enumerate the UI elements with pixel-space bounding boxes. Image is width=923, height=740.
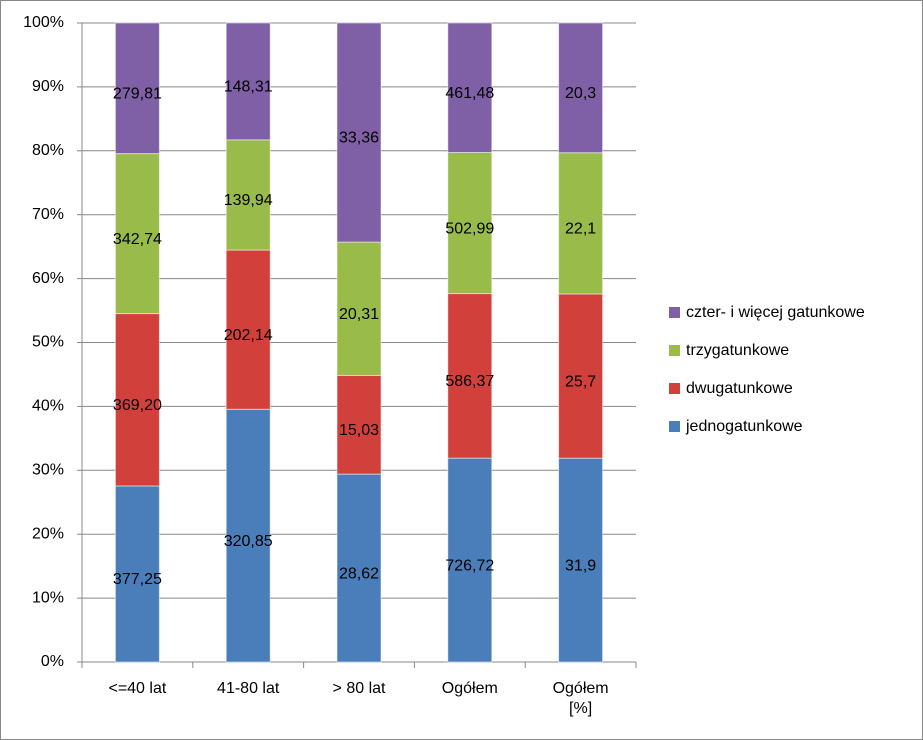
bar-segment bbox=[336, 374, 382, 475]
data-label: 320,85 bbox=[224, 533, 273, 550]
legend-swatch bbox=[669, 345, 680, 356]
bar-segment bbox=[114, 485, 160, 663]
data-label: 31,9 bbox=[565, 557, 596, 574]
y-tick-label: 60% bbox=[32, 270, 64, 287]
bar-segment bbox=[558, 22, 604, 154]
bar-segment bbox=[447, 22, 493, 153]
data-label: 377,25 bbox=[113, 571, 162, 588]
data-label: 15,03 bbox=[339, 422, 379, 439]
y-tick-label: 80% bbox=[32, 142, 64, 159]
bar-segment bbox=[558, 152, 604, 295]
data-label: 25,7 bbox=[565, 373, 596, 390]
bar-segment bbox=[225, 22, 271, 141]
bar-segment bbox=[558, 457, 604, 663]
data-label: 139,94 bbox=[224, 192, 273, 209]
bar-segment bbox=[225, 408, 271, 663]
x-tick-label: 41-80 lat bbox=[217, 680, 280, 697]
y-tick-label: 0% bbox=[41, 653, 64, 670]
legend-label: dwugatunkowe bbox=[686, 380, 793, 397]
legend-label: czter- i więcej gatunkowe bbox=[686, 304, 865, 321]
data-label: 33,36 bbox=[339, 130, 379, 147]
data-label: 202,14 bbox=[224, 327, 273, 344]
legend-swatch bbox=[669, 307, 680, 318]
bar-segment bbox=[114, 153, 160, 315]
y-tick-label: 20% bbox=[32, 525, 64, 542]
y-tick-label: 40% bbox=[32, 398, 64, 415]
bar-segment bbox=[336, 241, 382, 376]
data-label: 148,31 bbox=[224, 79, 273, 96]
bar-segment bbox=[225, 249, 271, 410]
y-tick-label: 70% bbox=[32, 206, 64, 223]
bar-segment bbox=[225, 139, 271, 251]
x-tick-label: Ogółem bbox=[441, 680, 498, 697]
data-label: 502,99 bbox=[445, 220, 494, 237]
data-label: 342,74 bbox=[113, 231, 162, 248]
data-label: 369,20 bbox=[113, 397, 162, 414]
y-tick-label: 10% bbox=[32, 589, 64, 606]
bar-segment bbox=[447, 457, 493, 663]
bar-segment bbox=[447, 151, 493, 295]
y-tick-label: 100% bbox=[23, 14, 64, 31]
data-label: 20,3 bbox=[565, 85, 596, 102]
legend-label: jednogatunkowe bbox=[685, 418, 803, 435]
data-label: 22,1 bbox=[565, 221, 596, 238]
x-tick-label: Ogółem [%] bbox=[552, 680, 609, 717]
data-label: 461,48 bbox=[445, 85, 494, 102]
legend-swatch bbox=[669, 421, 680, 432]
legend-label: trzygatunkowe bbox=[686, 342, 789, 359]
bar-segment bbox=[336, 473, 382, 663]
x-tick-label: > 80 lat bbox=[332, 680, 386, 697]
bar-segment bbox=[114, 22, 160, 155]
legend-swatch bbox=[669, 383, 680, 394]
data-label: 28,62 bbox=[339, 565, 379, 582]
data-label: 20,31 bbox=[339, 306, 379, 323]
bar-segment bbox=[558, 293, 604, 459]
bar-segment bbox=[114, 313, 160, 487]
x-tick-label: <=40 lat bbox=[108, 680, 167, 697]
data-label: 726,72 bbox=[445, 557, 494, 574]
y-tick-label: 30% bbox=[32, 462, 64, 479]
data-label: 279,81 bbox=[113, 86, 162, 103]
data-label: 586,37 bbox=[445, 373, 494, 390]
y-tick-label: 50% bbox=[32, 334, 64, 351]
bar-segment bbox=[336, 22, 382, 243]
y-tick-label: 90% bbox=[32, 78, 64, 95]
